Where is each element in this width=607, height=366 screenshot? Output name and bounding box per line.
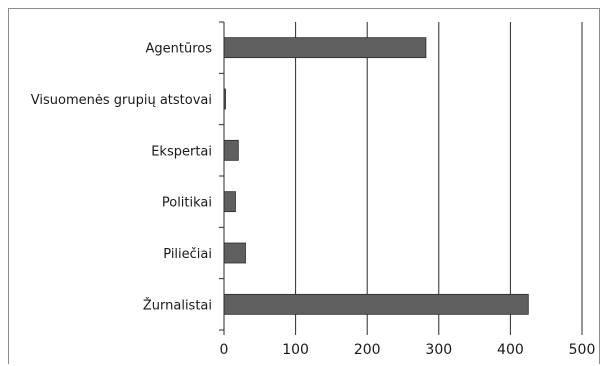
category-label: Agentūros (145, 42, 212, 57)
category-label: Žurnalistai (143, 297, 212, 313)
x-tick-label: 500 (569, 342, 596, 358)
axes (219, 21, 583, 335)
bar (223, 191, 236, 213)
x-tick-label: 300 (425, 342, 452, 358)
x-tick-label: 0 (220, 342, 229, 358)
tick-labels: 0 100 200 300 400 500 (220, 342, 596, 358)
gridlines (295, 22, 583, 330)
bar (223, 293, 529, 315)
category-label: Politikai (162, 196, 212, 211)
bar (223, 242, 246, 264)
bar (223, 139, 239, 161)
category-labels: Agentūros Visuomenės grupių atstovai Ekspe… (31, 42, 212, 314)
category-label: Ekspertai (151, 144, 212, 159)
bar (223, 37, 427, 59)
x-tick-label: 100 (282, 342, 309, 358)
bars (223, 37, 529, 315)
x-tick-label: 400 (497, 342, 524, 358)
category-label: Visuomenės grupių atstovai (31, 93, 212, 108)
category-label: Piliečiai (163, 247, 212, 262)
x-tick-label: 200 (354, 342, 381, 358)
